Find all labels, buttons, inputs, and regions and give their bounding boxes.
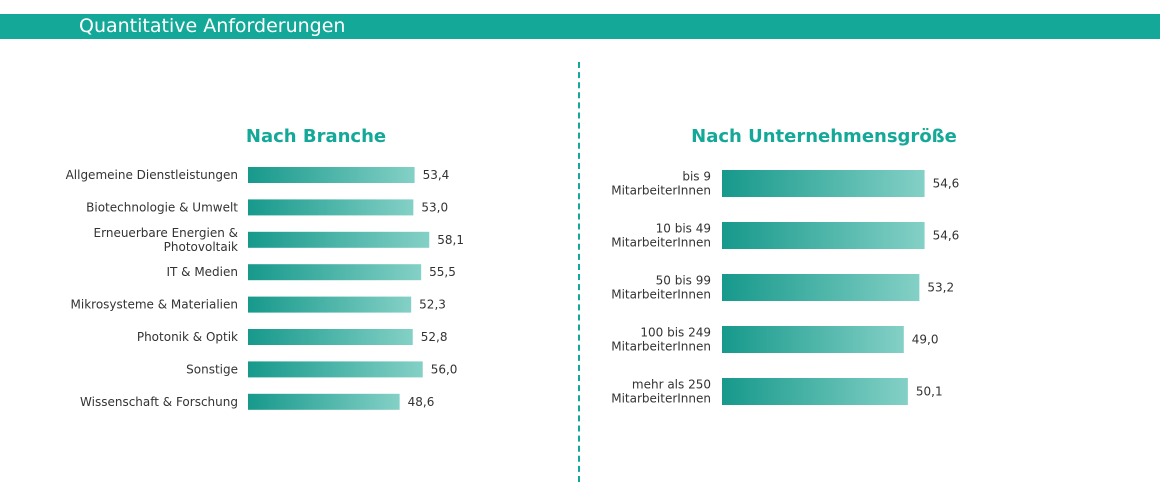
bar	[248, 199, 414, 216]
bar	[248, 393, 400, 410]
chart-branche: 53,4 Allgemeine Dienstleistungen 53,0 Biote…	[66, 167, 464, 410]
category-label: Sonstige	[186, 362, 238, 376]
data-label: 53,0	[421, 200, 448, 214]
data-label: 58,1	[437, 233, 464, 247]
category-label: Wissenschaft & Forschung	[80, 395, 238, 409]
category-label: 100 bis 249	[640, 326, 711, 340]
category-label: Biotechnologie & Umwelt	[86, 200, 238, 214]
data-label: 50,1	[916, 385, 943, 399]
category-label: MitarbeiterInnen	[611, 392, 711, 406]
category-label: Photovoltaik	[164, 240, 238, 254]
data-label: 54,6	[933, 229, 960, 243]
bar	[248, 167, 415, 183]
data-label: 53,4	[423, 168, 450, 182]
category-label: 50 bis 99	[656, 274, 711, 288]
data-label: 54,6	[933, 177, 960, 191]
bar	[248, 361, 423, 378]
data-label: 48,6	[408, 395, 435, 409]
data-label: 52,3	[419, 298, 446, 312]
category-label: MitarbeiterInnen	[611, 340, 711, 354]
category-label: MitarbeiterInnen	[611, 184, 711, 198]
category-label: IT & Medien	[166, 265, 238, 279]
header-band: Quantitative Anforderungen	[0, 14, 1160, 39]
chart-title-branche: Nach Branche	[245, 126, 387, 147]
category-label: Allgemeine Dienstleistungen	[66, 168, 238, 182]
bar	[722, 274, 920, 301]
data-label: 49,0	[912, 333, 939, 347]
category-label: Erneuerbare Energien &	[94, 226, 238, 240]
bar	[722, 378, 908, 405]
category-label: bis 9	[682, 170, 711, 184]
bar	[722, 170, 925, 197]
category-label: Mikrosysteme & Materialien	[71, 298, 238, 312]
data-label: 56,0	[431, 362, 458, 376]
bar	[722, 326, 904, 353]
bar	[248, 296, 412, 313]
category-label: MitarbeiterInnen	[611, 236, 711, 250]
chart-title-unternehmensgroesse: Nach Unternehmensgröße	[691, 126, 957, 147]
category-label: 10 bis 49	[656, 222, 711, 236]
bar	[248, 329, 413, 345]
category-label: Photonik & Optik	[137, 330, 238, 344]
page-title: Quantitative Anforderungen	[79, 15, 346, 37]
bar	[248, 264, 422, 281]
bar	[248, 231, 430, 248]
panel-divider	[578, 62, 580, 482]
data-label: 53,2	[927, 281, 954, 295]
data-label: 52,8	[421, 330, 448, 344]
data-label: 55,5	[429, 265, 456, 279]
category-label: mehr als 250	[632, 378, 711, 392]
category-label: MitarbeiterInnen	[611, 288, 711, 302]
bar	[722, 222, 925, 249]
